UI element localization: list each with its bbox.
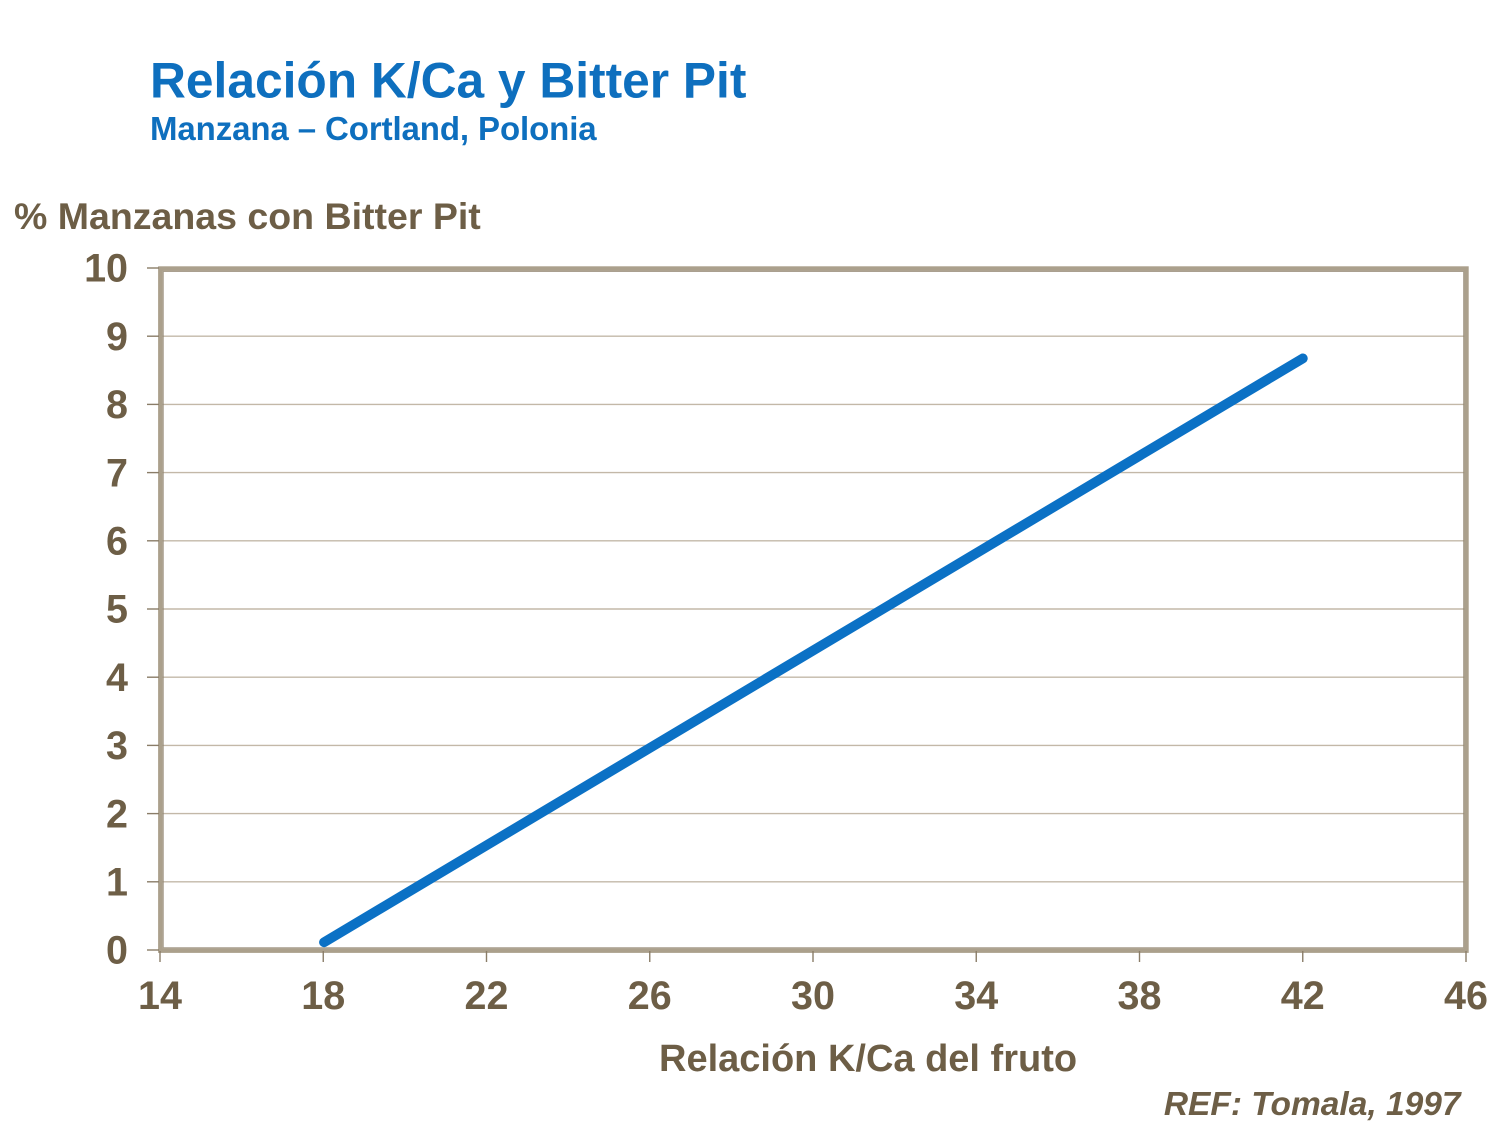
svg-text:% Manzanas con Bitter Pit: % Manzanas con Bitter Pit bbox=[14, 195, 481, 237]
svg-text:18: 18 bbox=[301, 974, 345, 1018]
svg-text:Relación K/Ca del fruto: Relación K/Ca del fruto bbox=[659, 1038, 1077, 1080]
svg-text:14: 14 bbox=[138, 974, 182, 1018]
svg-text:30: 30 bbox=[791, 974, 835, 1018]
svg-text:22: 22 bbox=[465, 974, 509, 1018]
svg-text:0: 0 bbox=[106, 929, 128, 973]
svg-text:10: 10 bbox=[84, 247, 128, 291]
svg-text:1: 1 bbox=[106, 861, 128, 905]
svg-text:5: 5 bbox=[106, 588, 128, 632]
svg-text:34: 34 bbox=[954, 974, 998, 1018]
svg-text:Relación K/Ca y Bitter Pit: Relación K/Ca y Bitter Pit bbox=[150, 53, 746, 109]
svg-text:2: 2 bbox=[106, 792, 128, 836]
svg-text:8: 8 bbox=[106, 383, 128, 427]
svg-text:Manzana – Cortland, Polonia: Manzana – Cortland, Polonia bbox=[150, 110, 597, 147]
svg-text:6: 6 bbox=[106, 520, 128, 564]
svg-text:42: 42 bbox=[1281, 974, 1325, 1018]
svg-text:46: 46 bbox=[1444, 974, 1488, 1018]
svg-text:26: 26 bbox=[628, 974, 672, 1018]
svg-text:4: 4 bbox=[106, 656, 128, 700]
svg-text:REF: Tomala, 1997: REF: Tomala, 1997 bbox=[1164, 1086, 1462, 1123]
svg-text:38: 38 bbox=[1118, 974, 1162, 1018]
svg-text:3: 3 bbox=[106, 724, 128, 768]
svg-text:7: 7 bbox=[106, 451, 128, 495]
svg-text:9: 9 bbox=[106, 315, 128, 359]
